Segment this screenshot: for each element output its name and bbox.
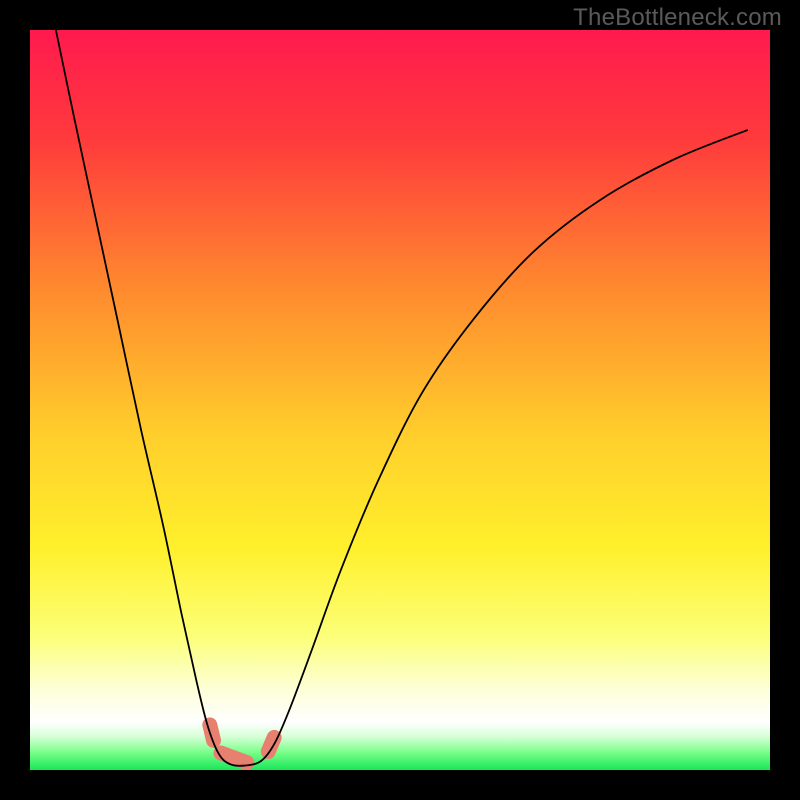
plot-area xyxy=(30,30,770,770)
watermark-text: TheBottleneck.com xyxy=(573,4,782,32)
gradient-background xyxy=(30,30,770,770)
chart-frame: TheBottleneck.com xyxy=(0,0,800,800)
chart-svg xyxy=(30,30,770,770)
